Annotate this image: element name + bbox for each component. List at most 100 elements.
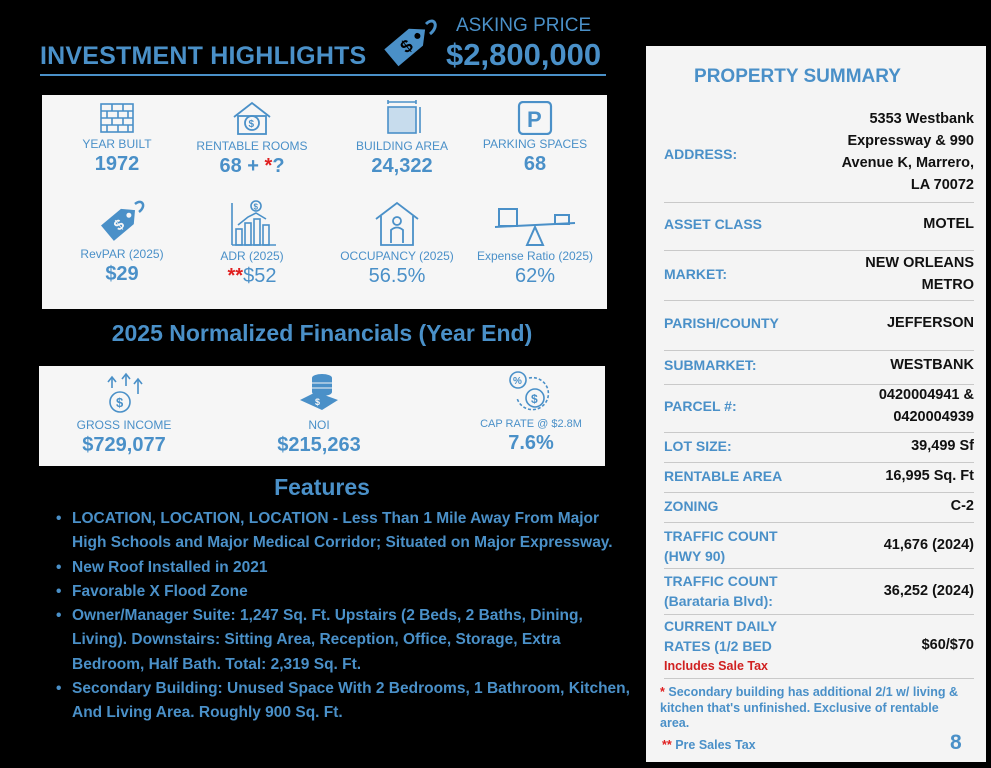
svg-text:$: $ xyxy=(315,397,320,407)
financials-panel: $ GROSS INCOME $729,077 $ NOI $215,263 % xyxy=(39,366,605,466)
asking-price-value: $2,800,000 xyxy=(446,37,602,72)
highlights-panel: YEAR BUILT 1972 $ RENTABLE ROOMS 68 + *?… xyxy=(42,95,607,309)
financial-label: GROSS INCOME xyxy=(76,418,172,432)
financial-label: CAP RATE @ $2.8M xyxy=(480,418,582,430)
summary-value: WESTBANK xyxy=(890,357,974,373)
summary-row-traffic-hwy90: TRAFFIC COUNT (HWY 90) 41,676 (2024) xyxy=(664,522,974,569)
summary-row-market: MARKET: NEW ORLEANS METRO xyxy=(664,250,974,301)
svg-text:$: $ xyxy=(249,119,255,130)
summary-key: RENTABLE AREA xyxy=(664,468,783,484)
summary-key: LOT SIZE: xyxy=(664,438,732,454)
header-divider xyxy=(40,74,606,76)
summary-key: TRAFFIC COUNT (Barataria Blvd): xyxy=(664,573,778,609)
highlight-label: OCCUPANCY (2025) xyxy=(340,249,454,263)
summary-value: 41,676 (2024) xyxy=(883,537,974,553)
summary-value: 16,995 Sq. Ft xyxy=(885,468,974,484)
summary-row-zoning: ZONING C-2 xyxy=(664,492,974,523)
summary-value: 0420004941 & 0420004939 xyxy=(878,387,974,425)
summary-key: ZONING xyxy=(664,498,719,514)
svg-text:$: $ xyxy=(531,392,538,406)
footnote-secondary-building: * Secondary building has additional 2/1 … xyxy=(660,685,958,730)
highlight-parking-spaces: P PARKING SPACES 68 xyxy=(470,101,600,176)
price-tag-icon: $ xyxy=(101,200,145,241)
highlight-label: YEAR BUILT xyxy=(82,137,152,151)
features-title: Features xyxy=(274,474,370,500)
investment-highlights-title: INVESTMENT HIGHLIGHTS xyxy=(40,42,367,70)
percent-cycle-icon: % $ xyxy=(509,371,550,411)
highlight-value: $29 xyxy=(105,263,139,285)
svg-text:P: P xyxy=(527,107,542,132)
highlight-label: ADR (2025) xyxy=(220,249,284,263)
highlight-value: 56.5% xyxy=(368,265,426,287)
seesaw-icon xyxy=(494,208,576,246)
summary-value: C-2 xyxy=(950,498,974,514)
bricks-icon xyxy=(100,103,134,133)
highlight-occupancy: OCCUPANCY (2025) 56.5% xyxy=(327,199,467,288)
highlight-revpar: $ RevPAR (2025) $29 xyxy=(52,195,192,286)
highlight-value: **$52 xyxy=(227,265,277,287)
summary-value: $60/$70 xyxy=(921,637,974,653)
list-item: Owner/Manager Suite: 1,247 Sq. Ft. Upsta… xyxy=(56,604,632,677)
svg-text:%: % xyxy=(513,376,522,387)
highlight-building-area: BUILDING AREA 24,322 xyxy=(337,99,467,178)
summary-key: ASSET CLASS xyxy=(664,216,763,232)
summary-key: ADDRESS: xyxy=(664,146,738,162)
highlight-label: PARKING SPACES xyxy=(482,137,588,151)
financial-value: 7.6% xyxy=(508,432,554,454)
financial-label: NOI xyxy=(308,418,330,432)
summary-row-daily-rates: CURRENT DAILY RATES (1/2 BED Includes Sal… xyxy=(664,614,974,679)
highlight-value: 1972 xyxy=(94,153,140,175)
summary-key: PARCEL #: xyxy=(664,398,737,414)
highlight-adr: $ ADR (2025) **$52 xyxy=(187,199,317,288)
list-item: New Roof Installed in 2021 xyxy=(56,556,632,581)
summary-value: 39,499 Sf xyxy=(911,438,974,454)
highlight-value: 62% xyxy=(514,265,556,287)
summary-value: 36,252 (2024) xyxy=(883,583,974,599)
summary-key: CURRENT DAILY RATES (1/2 BED Includes Sal… xyxy=(664,616,777,676)
highlight-year-built: YEAR BUILT 1972 xyxy=(52,101,182,176)
page-number: 8 xyxy=(950,731,962,754)
financial-noi: $ NOI $215,263 xyxy=(244,370,394,457)
highlight-rentable-rooms: $ RENTABLE ROOMS 68 + *? xyxy=(187,99,317,178)
highlight-label: BUILDING AREA xyxy=(355,139,449,153)
summary-row-parish: PARISH/COUNTY JEFFERSON xyxy=(664,300,974,351)
summary-row-address: ADDRESS: 5353 Westbank Expressway & 990 A… xyxy=(664,108,974,203)
highlight-label: RevPAR (2025) xyxy=(80,247,164,261)
summary-value: JEFFERSON xyxy=(886,315,974,331)
bar-chart-icon: $ xyxy=(231,200,276,246)
highlight-label: RENTABLE ROOMS xyxy=(196,139,308,153)
list-item: LOCATION, LOCATION, LOCATION - Less Than… xyxy=(56,507,632,556)
summary-row-parcel: PARCEL #: 0420004941 & 0420004939 xyxy=(664,384,974,433)
footnote-pre-sales-tax: ** Pre Sales Tax xyxy=(662,738,756,752)
summary-key: SUBMARKET: xyxy=(664,357,757,373)
highlight-value: 68 + *? xyxy=(219,155,285,177)
summary-value: 5353 Westbank Expressway & 990 Avenue K, … xyxy=(841,111,974,193)
financial-gross-income: $ GROSS INCOME $729,077 xyxy=(49,372,199,457)
property-summary-panel xyxy=(646,46,986,762)
summary-row-submarket: SUBMARKET: WESTBANK xyxy=(664,350,974,385)
highlight-expense-ratio: Expense Ratio (2025) 62% xyxy=(465,205,605,288)
property-summary-title: PROPERTY SUMMARY xyxy=(694,66,901,87)
summary-key: TRAFFIC COUNT (HWY 90) xyxy=(664,528,778,564)
list-item: Favorable X Flood Zone xyxy=(56,580,632,605)
money-growth-icon: $ xyxy=(107,372,143,413)
summary-row-lot-size: LOT SIZE: 39,499 Sf xyxy=(664,432,974,463)
svg-text:$: $ xyxy=(254,203,259,212)
features-list: LOCATION, LOCATION, LOCATION - Less Than… xyxy=(54,507,632,726)
list-item: Secondary Building: Unused Space With 2 … xyxy=(56,677,632,726)
asking-price-label: ASKING PRICE xyxy=(456,15,592,36)
price-tag-icon: $ xyxy=(384,19,437,67)
financial-value: $215,263 xyxy=(277,434,361,456)
coin-stack-icon: $ xyxy=(300,374,338,410)
parking-icon: P xyxy=(517,101,553,135)
svg-text:$: $ xyxy=(116,395,124,410)
summary-row-rentable-area: RENTABLE AREA 16,995 Sq. Ft xyxy=(664,462,974,493)
financials-title: 2025 Normalized Financials (Year End) xyxy=(111,320,533,346)
sale-tax-note: Includes Sale Tax xyxy=(664,659,768,673)
summary-key: PARISH/COUNTY xyxy=(664,315,779,331)
highlight-label: Expense Ratio (2025) xyxy=(476,249,594,263)
summary-row-traffic-barataria: TRAFFIC COUNT (Barataria Blvd): 36,252 (2… xyxy=(664,568,974,615)
area-icon xyxy=(387,100,421,134)
financial-cap-rate: % $ CAP RATE @ $2.8M 7.6% xyxy=(451,370,611,455)
summary-row-asset-class: ASSET CLASS MOTEL xyxy=(664,202,974,251)
